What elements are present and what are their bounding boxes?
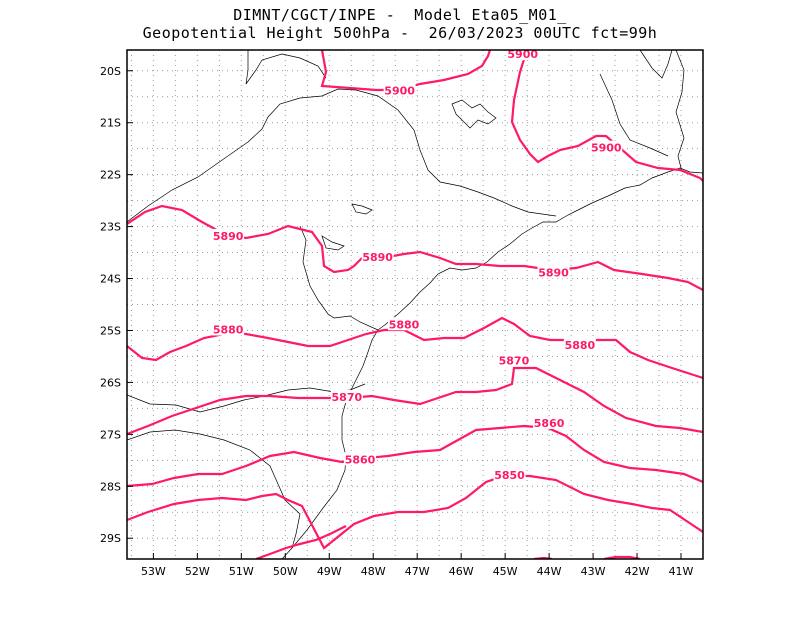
- tick-label-lon: 50W: [273, 565, 298, 578]
- lake: [351, 203, 373, 215]
- coastline: [281, 167, 703, 559]
- map-frame: [126, 49, 704, 560]
- contour-label: 5860: [534, 417, 565, 430]
- lake: [321, 235, 345, 251]
- coastline-and-borders: [127, 50, 703, 559]
- tick-label-lon: 43W: [581, 565, 606, 578]
- contour-5860: [127, 424, 703, 488]
- contour-label: 5880: [565, 339, 596, 352]
- contour-label: 5900: [507, 48, 538, 61]
- tick-label-lon: 48W: [361, 565, 386, 578]
- tick-label-lat: 23S: [100, 221, 121, 234]
- contour-label-background: [212, 322, 245, 336]
- state-border: [599, 73, 669, 157]
- contour-label: 5900: [384, 85, 415, 98]
- contour-label: 5870: [499, 355, 530, 368]
- contour-south-edge-b: [603, 555, 641, 559]
- tick-label-lon: 52W: [185, 565, 210, 578]
- tick-label-lon: 46W: [449, 565, 474, 578]
- contour-5890: [127, 204, 703, 291]
- contour-label: 5870: [332, 391, 363, 404]
- tick-label-lat: 21S: [100, 117, 121, 130]
- tick-label-lon: 49W: [317, 565, 342, 578]
- contour-label-background: [533, 415, 566, 429]
- tick-label-lon: 45W: [493, 565, 518, 578]
- state-border: [127, 88, 557, 223]
- contour-label: 5880: [389, 318, 420, 331]
- contour-label-background: [537, 265, 570, 279]
- contour-labels: 5900 5900 5900 5890 5890 5890 5880 5880 5880 5870…: [212, 47, 623, 482]
- state-border: [245, 50, 327, 85]
- chart-title-line-1: DIMNT/CGCT/INPE - Model Eta05_M01_: [233, 6, 567, 24]
- tick-label-lon: 41W: [669, 565, 694, 578]
- contour-layer: [127, 50, 703, 559]
- state-border: [675, 50, 685, 173]
- contour-label-background: [388, 317, 421, 331]
- contour-label: 5880: [213, 323, 244, 336]
- tick-label-lat: 25S: [100, 324, 121, 337]
- contour-label-background: [212, 228, 245, 242]
- contour-label: 5900: [591, 142, 622, 155]
- tick-label-lat: 22S: [100, 169, 121, 182]
- contour-label-background: [344, 452, 377, 466]
- tick-label-lat: 27S: [100, 428, 121, 441]
- tick-label-lat: 20S: [100, 65, 121, 78]
- state-border: [127, 429, 301, 549]
- state-border: [639, 50, 673, 79]
- tick-label-lat: 28S: [100, 480, 121, 493]
- state-border: [299, 225, 379, 331]
- tick-label-lon: 47W: [405, 565, 430, 578]
- contour-label: 5890: [362, 251, 393, 264]
- contour-label-background: [383, 83, 416, 97]
- contour-5850: [127, 474, 703, 550]
- chart-title-line-2: Geopotential Height 500hPa - 26/03/2023 …: [142, 24, 658, 42]
- gridlines: [127, 50, 703, 559]
- contour-label-background: [330, 389, 363, 403]
- contour-label: 5890: [538, 266, 569, 279]
- contour-5850-south: [255, 525, 347, 559]
- contour-label: 5850: [494, 469, 525, 482]
- tick-label-lat: 26S: [100, 376, 121, 389]
- contour-5870: [127, 366, 703, 436]
- tick-label-lon: 42W: [625, 565, 650, 578]
- axis-ticks: 53W 52W 51W 50W 49W 48W 47W 46W 45W 44W 43W 42W 41W 2…: [100, 65, 694, 578]
- tick-label-lon: 44W: [537, 565, 562, 578]
- tick-label-lat: 24S: [100, 273, 121, 286]
- contour-label-background: [590, 140, 623, 154]
- contour-5900-east: [510, 50, 703, 182]
- contour-label: 5860: [345, 453, 376, 466]
- tick-label-lat: 29S: [100, 532, 121, 545]
- tick-label-lon: 53W: [141, 565, 166, 578]
- contour-label-background: [493, 467, 526, 481]
- contour-label-background: [563, 338, 596, 352]
- lake: [451, 99, 497, 129]
- contour-label-background: [361, 249, 394, 263]
- contour-label-background: [497, 353, 530, 367]
- tick-label-lon: 51W: [229, 565, 254, 578]
- contour-label: 5890: [213, 230, 244, 243]
